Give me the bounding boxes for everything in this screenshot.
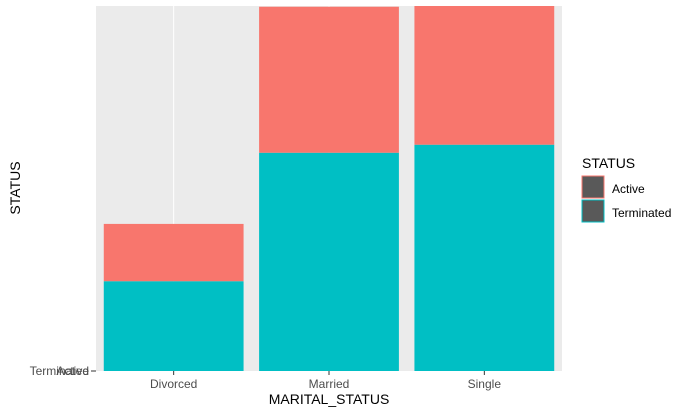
legend-label-active: Active [612, 182, 645, 196]
bars [103, 6, 555, 371]
bar-married-active [259, 6, 399, 153]
x-tick-label-single: Single [468, 377, 502, 391]
legend-item-active: Active [581, 175, 645, 199]
legend: STATUS Active Terminated [581, 155, 671, 223]
x-tick-label-divorced: Divorced [150, 377, 197, 391]
y-axis: Terminated Active [30, 364, 96, 378]
bar-married-terminated [259, 152, 399, 371]
y-tick-label-active: Active [56, 364, 89, 378]
x-axis: Divorced Married Single [150, 371, 501, 391]
bar-single-active [414, 6, 555, 145]
legend-key-terminated [581, 199, 605, 223]
y-tick-label-terminated: Terminated [30, 364, 89, 378]
bar-single-terminated [414, 144, 555, 371]
bar-divorced-active [103, 223, 244, 282]
y-axis-title: STATUS [7, 161, 23, 214]
legend-key-active [581, 175, 605, 199]
x-tick-label-married: Married [309, 377, 350, 391]
legend-label-terminated: Terminated [612, 206, 671, 220]
x-axis-title: MARITAL_STATUS [269, 391, 390, 407]
legend-item-terminated: Terminated [581, 199, 671, 223]
legend-title: STATUS [582, 155, 635, 171]
bar-divorced-terminated [103, 281, 244, 371]
